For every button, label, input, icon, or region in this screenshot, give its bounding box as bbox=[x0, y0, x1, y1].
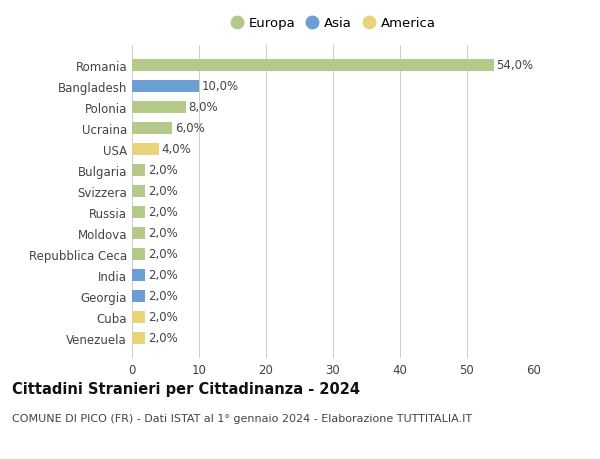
Bar bbox=[132, 102, 185, 113]
Text: 4,0%: 4,0% bbox=[161, 143, 191, 156]
Text: 10,0%: 10,0% bbox=[202, 80, 239, 93]
Text: 2,0%: 2,0% bbox=[148, 164, 178, 177]
Bar bbox=[132, 207, 145, 218]
Text: 2,0%: 2,0% bbox=[148, 227, 178, 240]
Bar bbox=[132, 186, 145, 197]
Text: 2,0%: 2,0% bbox=[148, 185, 178, 198]
Bar bbox=[132, 249, 145, 260]
Bar bbox=[132, 60, 494, 72]
Text: 2,0%: 2,0% bbox=[148, 331, 178, 345]
Bar bbox=[132, 228, 145, 239]
Text: 8,0%: 8,0% bbox=[188, 101, 218, 114]
Text: 54,0%: 54,0% bbox=[496, 59, 533, 73]
Bar bbox=[132, 332, 145, 344]
Text: 2,0%: 2,0% bbox=[148, 311, 178, 324]
Bar bbox=[132, 291, 145, 302]
Bar bbox=[132, 269, 145, 281]
Legend: Europa, Asia, America: Europa, Asia, America bbox=[224, 12, 442, 35]
Bar bbox=[132, 144, 159, 155]
Bar bbox=[132, 311, 145, 323]
Text: 2,0%: 2,0% bbox=[148, 206, 178, 219]
Text: 6,0%: 6,0% bbox=[175, 122, 205, 135]
Text: COMUNE DI PICO (FR) - Dati ISTAT al 1° gennaio 2024 - Elaborazione TUTTITALIA.IT: COMUNE DI PICO (FR) - Dati ISTAT al 1° g… bbox=[12, 413, 472, 423]
Bar bbox=[132, 165, 145, 176]
Bar bbox=[132, 81, 199, 93]
Text: 2,0%: 2,0% bbox=[148, 290, 178, 302]
Text: 2,0%: 2,0% bbox=[148, 248, 178, 261]
Text: 2,0%: 2,0% bbox=[148, 269, 178, 282]
Bar bbox=[132, 123, 172, 134]
Text: Cittadini Stranieri per Cittadinanza - 2024: Cittadini Stranieri per Cittadinanza - 2… bbox=[12, 381, 360, 396]
